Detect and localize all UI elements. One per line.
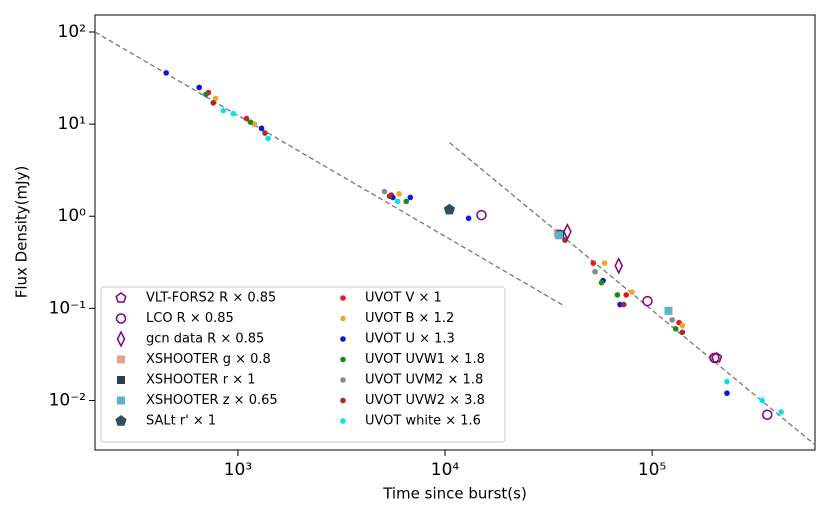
point [598,279,605,286]
point [642,295,653,307]
legend-label: XSHOOTER g × 0.8 [146,352,271,367]
legend-marker [340,315,346,322]
point [614,292,621,298]
point [709,352,720,364]
point [724,390,730,396]
fit-line [448,142,815,446]
legend-marker [115,415,127,426]
point [220,107,227,114]
point [163,70,169,76]
point [386,193,393,200]
y-tick-label: 10¹ [58,114,86,134]
fit-line [95,31,566,307]
point [407,194,414,201]
legend-box [100,286,506,443]
point [620,301,627,308]
legend-marker [340,336,346,342]
point [590,260,597,266]
legend-marker [117,376,125,384]
legend-label: UVOT V × 1 [365,291,442,306]
point [669,317,675,323]
point [381,188,388,195]
point [443,203,456,215]
legend-label: UVOT white × 1.6 [365,414,481,429]
legend-marker [340,295,346,301]
legend-label: UVOT UVW2 × 3.8 [365,393,485,408]
y-axis-label: Flux Density(mJy) [13,166,31,299]
legend-marker [115,313,127,324]
legend-label: SALt r' × 1 [146,414,216,429]
point [563,222,572,241]
legend-label: LCO R × 0.85 [146,311,234,326]
legend-label: UVOT UVM2 × 1.8 [365,373,483,388]
point [724,378,730,385]
point [258,125,265,132]
point [396,191,402,197]
legend-marker [115,292,127,303]
legend-marker [340,397,346,404]
y-tick-label: 10⁻¹ [49,298,86,318]
point [212,95,219,102]
point [664,306,673,315]
point [476,209,487,221]
y-tick-label: 10⁰ [58,206,87,226]
point [629,289,635,295]
point [672,325,679,332]
point [592,268,598,275]
legend-label: gcn data R × 0.85 [146,332,264,347]
point [465,215,472,222]
legend-label: UVOT UVW1 × 1.8 [365,352,485,367]
point [601,260,608,266]
y-tick-label: 10² [58,22,86,42]
x-tick-label: 10³ [224,460,252,480]
legend-label: UVOT U × 1.3 [365,332,455,347]
point [614,257,624,275]
x-tick-label: 10⁵ [638,460,666,480]
point [265,135,272,142]
legend-marker [117,396,125,405]
legend-marker [117,355,125,364]
point [262,130,268,136]
legend-label: UVOT B × 1.2 [365,311,454,326]
point [203,91,209,98]
point [394,198,401,205]
point [759,397,765,404]
x-tick-label: 10⁴ [431,460,460,480]
legend-marker [340,377,346,383]
point [762,409,773,420]
point [623,292,630,298]
legend-marker [340,418,346,424]
x-axis-label: Time since burst(s) [382,485,527,503]
point [403,198,410,205]
y-tick-label: 10⁻² [49,390,86,410]
legend-label: VLT-FORS2 R × 0.85 [146,291,276,306]
point [247,119,254,125]
point [679,322,686,329]
plot-frame [94,14,816,451]
legend-label: XSHOOTER z × 0.65 [146,393,278,408]
point [778,409,784,415]
point [210,100,217,106]
legend-label: XSHOOTER r × 1 [146,373,256,388]
point [196,84,203,91]
legend-marker [340,356,346,363]
point [243,115,250,122]
point [562,237,568,243]
point [230,110,237,117]
point [554,231,563,240]
legend-marker [116,330,126,348]
point [679,329,686,336]
